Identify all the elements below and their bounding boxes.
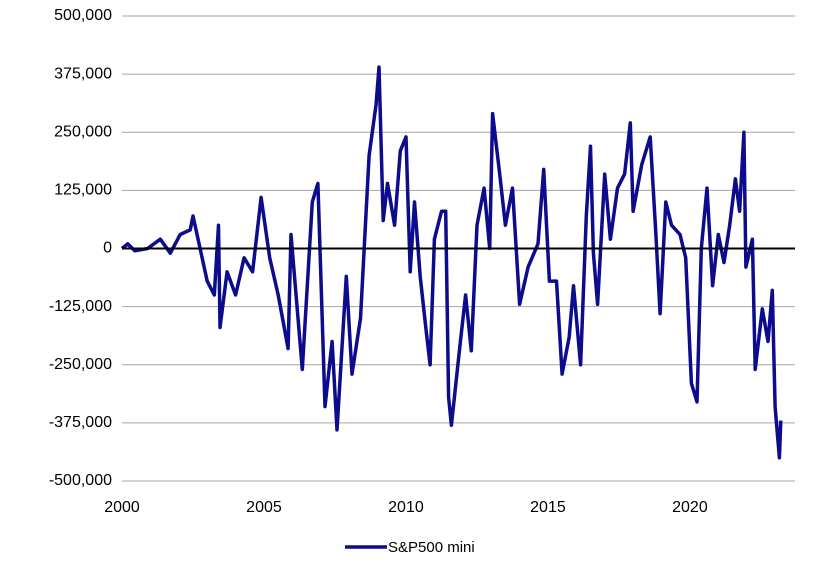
y-tick-label: -125,000 <box>49 298 112 315</box>
data-line <box>120 65 783 460</box>
x-tick-label: 2010 <box>388 499 424 516</box>
x-tick-label: 2020 <box>672 499 708 516</box>
y-tick-label: 375,000 <box>54 65 112 82</box>
y-tick-label: 250,000 <box>54 123 112 140</box>
y-tick-label: -250,000 <box>49 356 112 373</box>
x-tick-label: 2000 <box>104 499 140 516</box>
x-tick-label: 2015 <box>530 499 566 516</box>
x-tick-label: 2005 <box>246 499 282 516</box>
legend-label: S&P500 mini <box>388 539 475 556</box>
y-tick-label: 0 <box>103 240 112 257</box>
y-tick-label: 500,000 <box>54 7 112 24</box>
y-tick-label: -500,000 <box>49 472 112 489</box>
y-tick-label: 125,000 <box>54 182 112 199</box>
y-tick-label: -375,000 <box>49 414 112 431</box>
